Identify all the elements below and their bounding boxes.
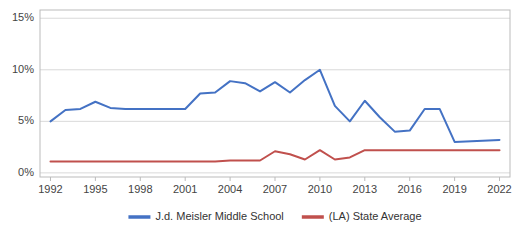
x-tick-label: 2013 — [353, 183, 377, 195]
series-line — [50, 150, 499, 161]
grid-line — [40, 18, 510, 19]
x-tick — [364, 177, 365, 181]
legend: J.d. Meisler Middle School (LA) State Ave… — [128, 210, 421, 222]
x-tick — [409, 177, 410, 181]
x-tick-label: 1998 — [128, 183, 152, 195]
grid-line — [40, 121, 510, 122]
grid-line — [40, 172, 510, 173]
plot-frame — [40, 10, 510, 177]
legend-item: (LA) State Average — [302, 210, 422, 222]
chart: 0% 5% 10% 15% 1992 1995 1998 2001 2004 2007 2010 20… — [0, 0, 524, 229]
grid-line — [40, 69, 510, 70]
y-tick-label: 15% — [12, 11, 34, 23]
x-tick — [185, 177, 186, 181]
x-tick-label: 2019 — [442, 183, 466, 195]
legend-swatch — [302, 215, 324, 219]
x-tick — [95, 177, 96, 181]
x-tick-label: 1992 — [38, 183, 62, 195]
x-tick — [454, 177, 455, 181]
x-tick-label: 1995 — [83, 183, 107, 195]
y-tick-label: 10% — [12, 63, 34, 75]
legend-item: J.d. Meisler Middle School — [128, 210, 283, 222]
x-tick — [319, 177, 320, 181]
series-line — [50, 70, 499, 142]
y-tick-label: 0% — [18, 166, 34, 178]
x-tick — [230, 177, 231, 181]
axes: 0% 5% 10% 15% 1992 1995 1998 2001 2004 2007 2010 20… — [12, 10, 512, 195]
x-tick — [499, 177, 500, 181]
legend-label: (LA) State Average — [329, 210, 422, 222]
legend-swatch — [128, 215, 150, 219]
lines — [50, 70, 499, 162]
x-tick — [140, 177, 141, 181]
grid — [40, 18, 510, 173]
x-tick-label: 2010 — [308, 183, 332, 195]
x-tick-label: 2001 — [173, 183, 197, 195]
x-tick-label: 2007 — [263, 183, 287, 195]
x-tick-label: 2016 — [397, 183, 421, 195]
x-tick-label: 2004 — [218, 183, 242, 195]
y-tick-label: 5% — [18, 114, 34, 126]
x-tick — [50, 177, 51, 181]
x-tick-label: 2022 — [487, 183, 511, 195]
x-tick — [275, 177, 276, 181]
legend-label: J.d. Meisler Middle School — [155, 210, 283, 222]
